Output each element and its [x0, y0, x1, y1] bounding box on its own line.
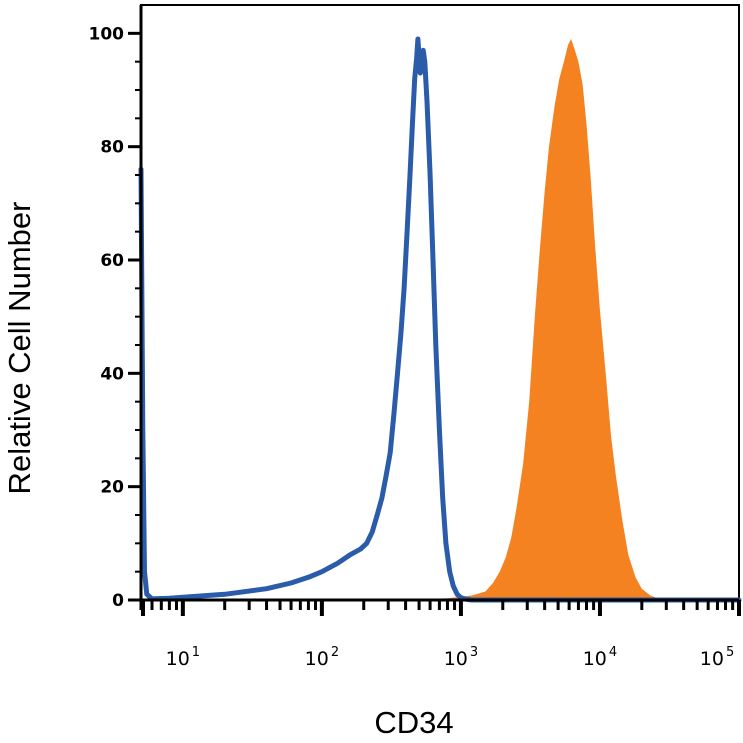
y-tick-label: 100 — [89, 24, 125, 44]
y-tick-label: 20 — [100, 478, 124, 498]
x-tick-label-exponent: 5 — [726, 645, 734, 660]
x-tick-label: 10 2 — [305, 645, 339, 670]
x-tick-label-base: 10 — [166, 648, 190, 670]
x-axis-ticks: 10 1 10 2 10 3 10 4 10 5 — [139, 598, 741, 670]
x-tick-label-base: 10 — [700, 648, 724, 670]
x-tick-label-exponent: 1 — [192, 645, 200, 660]
x-axis-label: CD34 — [374, 705, 453, 740]
y-axis-ticks: 0 20 40 60 80 100 — [89, 5, 143, 611]
isotype-histogram-line — [138, 36, 742, 603]
y-axis-label: Relative Cell Number — [2, 202, 37, 495]
x-tick-label-exponent: 3 — [470, 645, 478, 660]
x-tick-label: 10 1 — [166, 645, 200, 670]
stained-histogram-fill — [141, 39, 739, 600]
x-tick-label-exponent: 2 — [331, 645, 339, 660]
y-tick-label: 60 — [100, 251, 124, 271]
y-tick-label: 40 — [100, 364, 124, 384]
x-tick-label-base: 10 — [444, 648, 468, 670]
plot-area — [138, 4, 742, 603]
x-tick-label: 10 5 — [700, 645, 734, 670]
y-tick-label: 0 — [112, 591, 124, 611]
x-tick-label: 10 3 — [444, 645, 478, 670]
plot-frame — [140, 4, 740, 601]
x-tick-label-base: 10 — [305, 648, 329, 670]
x-tick-label-exponent: 4 — [609, 645, 617, 660]
x-tick-label-base: 10 — [583, 648, 607, 670]
x-tick-label: 10 4 — [583, 645, 617, 670]
y-tick-label: 80 — [100, 138, 124, 158]
